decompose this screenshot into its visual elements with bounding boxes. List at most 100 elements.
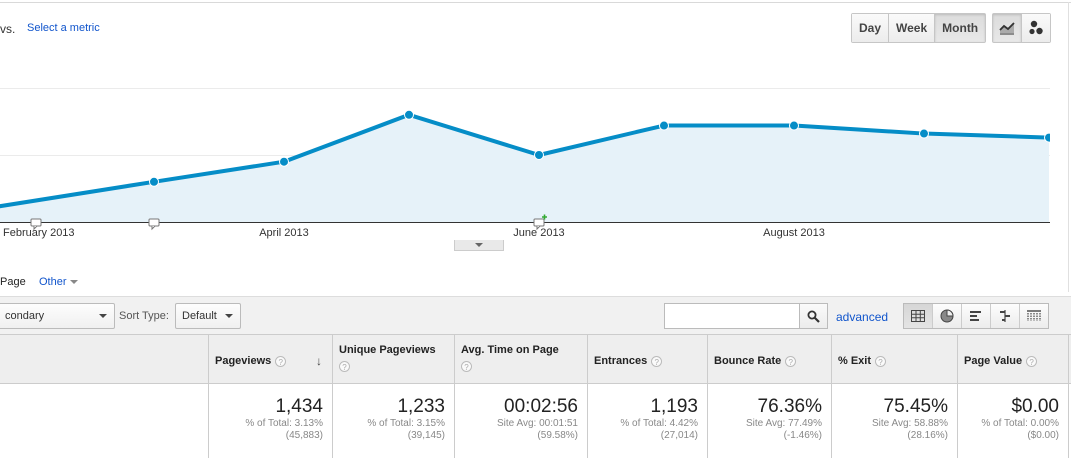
pivot-view-button[interactable] bbox=[1020, 304, 1048, 328]
motion-chart-icon bbox=[1029, 20, 1043, 35]
line-chart-icon bbox=[999, 22, 1015, 35]
column-label: Entrances bbox=[594, 355, 648, 367]
column-header-pageviews[interactable]: Pageviews? ↓ bbox=[208, 335, 332, 383]
column-header-entrances[interactable]: Entrances? bbox=[587, 335, 707, 383]
sort-type-dropdown[interactable]: Default bbox=[175, 303, 241, 329]
total-value: $0.00 bbox=[1011, 396, 1059, 417]
series-area bbox=[0, 114, 1049, 222]
total-overall: (28.16%) bbox=[907, 430, 948, 441]
pie-chart-icon bbox=[940, 309, 954, 323]
collapse-chart-handle[interactable] bbox=[454, 240, 504, 251]
top-border bbox=[0, 2, 1071, 3]
column-header-unique-pageviews[interactable]: Unique Pageviews? bbox=[332, 335, 454, 383]
annotation-icon[interactable] bbox=[30, 218, 42, 231]
table-view-toggle bbox=[903, 303, 1049, 329]
comparison-view-button[interactable] bbox=[991, 304, 1020, 328]
total-percent: Site Avg: 58.88% bbox=[872, 418, 948, 429]
total-percent: % of Total: 0.00% bbox=[981, 418, 1059, 429]
column-label: Unique Pageviews bbox=[339, 344, 436, 356]
column-header-avg-time-on-page[interactable]: Avg. Time on Page? bbox=[454, 335, 587, 383]
total-percent: Site Avg: 00:01:51 bbox=[497, 418, 578, 429]
total-cell-pageviews: 1,434 % of Total: 3.13% (45,883) bbox=[208, 384, 332, 458]
dropdown-arrow-icon bbox=[225, 314, 233, 318]
pageviews-line-chart bbox=[0, 88, 1051, 231]
search-icon bbox=[807, 310, 820, 323]
granularity-toggle: Day Week Month bbox=[851, 13, 987, 43]
total-overall: (45,883) bbox=[285, 430, 323, 441]
total-value: 76.36% bbox=[757, 396, 822, 417]
help-icon[interactable]: ? bbox=[275, 355, 287, 367]
line-chart-button[interactable] bbox=[993, 14, 1022, 42]
motion-chart-button[interactable] bbox=[1022, 14, 1050, 42]
totals-row: 1,434 % of Total: 3.13% (45,883) 1,233 %… bbox=[0, 384, 1071, 458]
metric-label: vs. bbox=[0, 22, 16, 36]
help-icon[interactable]: ? bbox=[875, 355, 887, 367]
column-header-page-value[interactable]: Page Value? bbox=[957, 335, 1069, 383]
x-tick-label: August 2013 bbox=[763, 227, 825, 239]
advanced-filter-link[interactable]: advanced bbox=[836, 310, 889, 324]
column-label: Bounce Rate bbox=[714, 355, 782, 367]
annotation-icon[interactable] bbox=[148, 218, 160, 231]
data-point[interactable] bbox=[919, 128, 929, 139]
week-button[interactable]: Week bbox=[889, 14, 936, 42]
tab-page[interactable]: Page bbox=[0, 276, 26, 288]
sort-descending-icon: ↓ bbox=[316, 354, 322, 368]
right-border bbox=[1068, 2, 1069, 292]
help-icon[interactable]: ? bbox=[785, 355, 797, 367]
sort-type-label: Sort Type: bbox=[119, 310, 169, 322]
help-icon[interactable]: ? bbox=[339, 361, 350, 372]
data-point[interactable] bbox=[279, 156, 289, 167]
column-label: Pageviews bbox=[215, 355, 272, 367]
total-value: 1,233 bbox=[397, 396, 445, 417]
data-point[interactable] bbox=[404, 109, 414, 120]
total-cell-avg-time-on-page: 00:02:56 Site Avg: 00:01:51 (59.58%) bbox=[454, 384, 587, 458]
x-tick-label: June 2013 bbox=[513, 227, 565, 239]
day-button[interactable]: Day bbox=[852, 14, 890, 42]
help-icon[interactable]: ? bbox=[651, 355, 663, 367]
data-table-view-button[interactable] bbox=[904, 304, 933, 328]
caret-down-icon bbox=[69, 280, 78, 285]
month-button[interactable]: Month bbox=[935, 14, 986, 42]
column-label: % Exit bbox=[838, 355, 872, 367]
total-cell-unique-pageviews: 1,233 % of Total: 3.15% (39,145) bbox=[332, 384, 454, 458]
total-overall: (27,014) bbox=[660, 430, 698, 441]
dropdown-arrow-icon bbox=[99, 314, 107, 318]
tab-other[interactable]: Other bbox=[39, 276, 78, 288]
total-overall: ($0.00) bbox=[1027, 430, 1059, 441]
total-cell-bounce-rate: 76.36% Site Avg: 77.49% (-1.46%) bbox=[707, 384, 831, 458]
percentage-view-button[interactable] bbox=[933, 304, 962, 328]
performance-view-button[interactable] bbox=[962, 304, 991, 328]
add-annotation-icon[interactable] bbox=[533, 214, 547, 231]
table-search-box[interactable] bbox=[664, 303, 828, 329]
column-label: Avg. Time on Page bbox=[461, 344, 559, 356]
total-cell-exit: 75.45% Site Avg: 58.88% (28.16%) bbox=[831, 384, 957, 458]
total-value: 1,193 bbox=[650, 396, 698, 417]
total-cell-page-value: $0.00 % of Total: 0.00% ($0.00) bbox=[957, 384, 1069, 458]
data-point[interactable] bbox=[534, 150, 544, 160]
total-value: 75.45% bbox=[883, 396, 948, 417]
total-cell-entrances: 1,193 % of Total: 4.42% (27,014) bbox=[587, 384, 707, 458]
secondary-dimension-dropdown[interactable]: condary dimension bbox=[0, 303, 115, 346]
data-point[interactable] bbox=[659, 120, 669, 131]
total-percent: % of Total: 3.13% bbox=[245, 418, 323, 429]
tab-other-label: Other bbox=[39, 276, 67, 288]
column-header-bounce-rate[interactable]: Bounce Rate? bbox=[707, 335, 831, 383]
column-label: Page Value bbox=[964, 355, 1023, 367]
pivot-table-icon bbox=[1027, 310, 1041, 321]
table-header: Pageviews? ↓ Unique Pageviews? Avg. Time… bbox=[0, 334, 1071, 384]
select-metric-link[interactable]: Select a metric bbox=[27, 22, 100, 34]
x-tick-label: February 2013 bbox=[3, 227, 75, 239]
search-button[interactable] bbox=[799, 304, 827, 328]
column-header-exit[interactable]: % Exit? bbox=[831, 335, 957, 383]
help-icon[interactable]: ? bbox=[461, 361, 472, 372]
total-value: 1,434 bbox=[275, 396, 323, 417]
total-value: 00:02:56 bbox=[504, 396, 578, 417]
chevron-down-icon bbox=[475, 243, 483, 247]
data-point[interactable] bbox=[149, 176, 159, 187]
x-tick-label: April 2013 bbox=[259, 227, 309, 239]
help-icon[interactable]: ? bbox=[1026, 355, 1038, 367]
data-point[interactable] bbox=[1044, 132, 1051, 143]
data-table-icon bbox=[911, 310, 925, 322]
data-point[interactable] bbox=[789, 120, 799, 131]
total-overall: (-1.46%) bbox=[783, 430, 822, 441]
